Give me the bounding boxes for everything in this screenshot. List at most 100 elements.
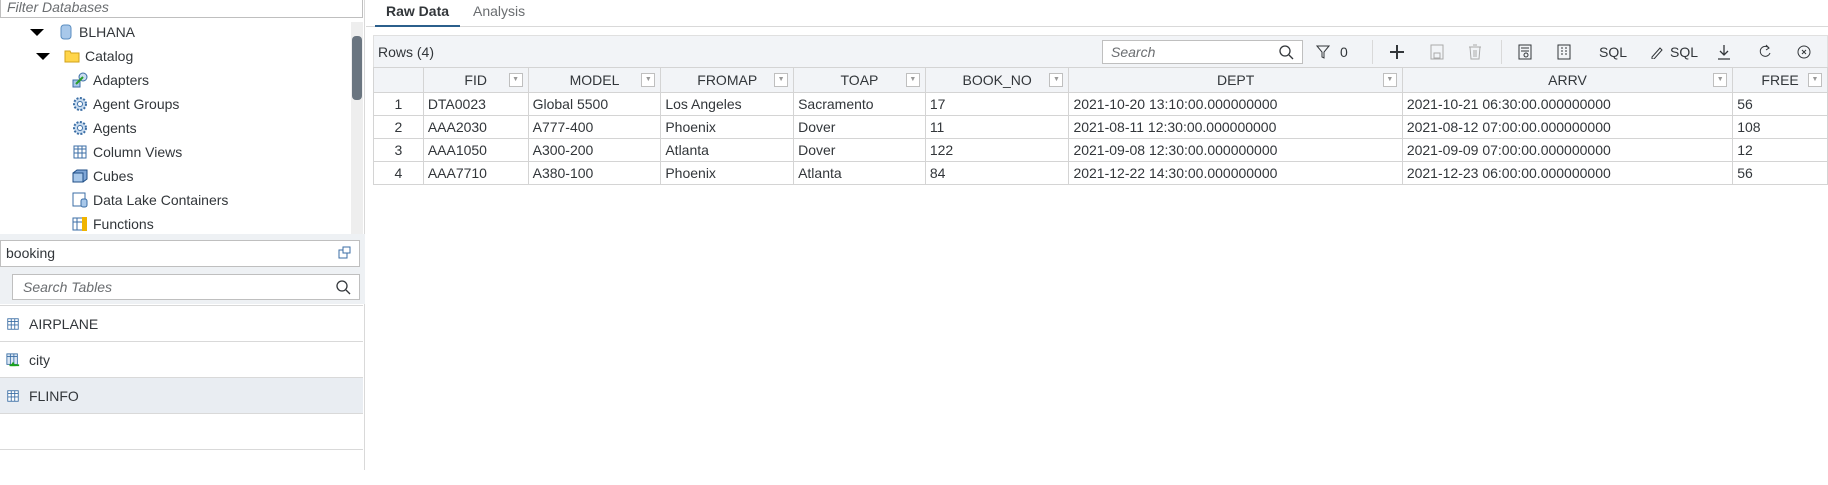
search-icon[interactable]	[1279, 45, 1294, 60]
column-filter-icon[interactable]: ▼	[905, 73, 920, 87]
table-row[interactable]: 3 AAA1050 A300-200 Atlanta Dover 122 2021-09-0…	[373, 138, 1828, 162]
cell-book-no[interactable]: 122	[924, 138, 1070, 162]
cell-dept[interactable]: 2021-09-08 12:30:00.000000000	[1068, 138, 1403, 162]
schema-selector[interactable]: booking	[0, 240, 360, 267]
cell-arrv[interactable]: 2021-10-21 06:30:00.000000000	[1401, 92, 1734, 116]
expand-arrow-icon[interactable]	[36, 52, 50, 60]
cell-model[interactable]: A777-400	[527, 115, 662, 139]
cell-arrv[interactable]: 2021-12-23 06:00:00.000000000	[1401, 161, 1734, 185]
edit-sql-button[interactable]: SQL	[1650, 41, 1698, 63]
search-icon[interactable]	[336, 280, 351, 295]
table-row[interactable]: 4 AAA7710 A380-100 Phoenix Atlanta 84 2021-12-…	[373, 161, 1828, 185]
column-filter-icon[interactable]: ▼	[508, 73, 523, 87]
tree-node-adapters[interactable]: Adapters	[72, 68, 149, 92]
cell-book-no[interactable]: 11	[924, 115, 1070, 139]
tree-scrollbar[interactable]	[351, 22, 363, 234]
cell-dept[interactable]: 2021-12-22 14:30:00.000000000	[1068, 161, 1403, 185]
filter-databases-input[interactable]: Filter Databases	[0, 0, 363, 18]
gear-icon	[73, 121, 87, 135]
column-settings-button[interactable]	[1557, 41, 1571, 63]
column-filter-icon[interactable]: ▼	[1382, 73, 1397, 87]
column-header-free[interactable]: FREE ▼	[1732, 67, 1828, 93]
cell-toap[interactable]: Dover	[793, 115, 926, 139]
tree-node-blhana[interactable]: BLHANA	[30, 22, 135, 44]
cell-toap[interactable]: Dover	[793, 138, 926, 162]
preview-button[interactable]	[1518, 41, 1532, 63]
open-dialog-icon[interactable]	[338, 246, 351, 259]
cell-arrv[interactable]: 2021-09-09 07:00:00.000000000	[1401, 138, 1734, 162]
tree-node-catalog[interactable]: Catalog	[36, 44, 133, 68]
column-header-fromap[interactable]: FROMAP ▼	[660, 67, 795, 93]
cell-fromap[interactable]: Phoenix	[660, 161, 795, 185]
add-row-button[interactable]	[1389, 41, 1405, 63]
tree-node-agent-groups[interactable]: Agent Groups	[72, 92, 179, 116]
table-row[interactable]: 1 DTA0023 Global 5500 Los Angeles Sacramento…	[373, 92, 1828, 116]
column-header-dept[interactable]: DEPT ▼	[1068, 67, 1403, 93]
cell-fromap[interactable]: Atlanta	[660, 138, 795, 162]
cell-free[interactable]: 56	[1732, 161, 1828, 185]
tree-node-column-views[interactable]: Column Views	[72, 140, 182, 164]
row-number[interactable]: 4	[373, 161, 424, 185]
tree-label: Cubes	[93, 168, 134, 184]
cell-arrv[interactable]: 2021-08-12 07:00:00.000000000	[1401, 115, 1734, 139]
row-number[interactable]: 2	[373, 115, 424, 139]
cell-fid[interactable]: AAA1050	[422, 138, 529, 162]
cell-model[interactable]: Global 5500	[527, 92, 662, 116]
cell-fromap[interactable]: Phoenix	[660, 115, 795, 139]
cell-model[interactable]: A300-200	[527, 138, 662, 162]
row-number[interactable]: 1	[373, 92, 424, 116]
cell-toap[interactable]: Sacramento	[793, 92, 926, 116]
tree-node-cubes[interactable]: Cubes	[72, 164, 133, 188]
column-header-toap[interactable]: TOAP ▼	[793, 67, 926, 93]
table-list-item-airplane[interactable]: AIRPLANE	[0, 305, 363, 341]
cell-book-no[interactable]: 84	[924, 161, 1070, 185]
tree-node-functions[interactable]: Functions	[72, 212, 154, 234]
table-list-item-flinfo[interactable]: FLINFO	[0, 377, 363, 413]
sql-label: SQL	[1599, 44, 1628, 60]
cell-fid[interactable]: DTA0023	[422, 92, 529, 116]
cell-free[interactable]: 108	[1732, 115, 1828, 139]
tree-label: Data Lake Containers	[93, 192, 229, 208]
tab-raw-data[interactable]: Raw Data	[375, 0, 461, 27]
column-header-arrv[interactable]: ARRV ▼	[1401, 67, 1734, 93]
tree-node-agents[interactable]: Agents	[72, 116, 137, 140]
cell-dept[interactable]: 2021-08-11 12:30:00.000000000	[1068, 115, 1403, 139]
document-search-icon	[1518, 44, 1532, 60]
cell-book-no[interactable]: 17	[924, 92, 1070, 116]
save-button[interactable]	[1430, 41, 1444, 63]
column-filter-icon[interactable]: ▼	[774, 73, 789, 87]
column-header-fid[interactable]: FID ▼	[422, 67, 529, 93]
open-sql-button[interactable]: SQL	[1599, 41, 1627, 63]
filter-count: 0	[1340, 44, 1348, 60]
column-header-book-no[interactable]: BOOK_NO ▼	[924, 67, 1070, 93]
cell-dept[interactable]: 2021-10-20 13:10:00.000000000	[1068, 92, 1403, 116]
cell-free[interactable]: 56	[1732, 92, 1828, 116]
column-filter-icon[interactable]: ▼	[641, 73, 656, 87]
tree-node-data-lake-containers[interactable]: Data Lake Containers	[72, 188, 228, 212]
row-number[interactable]: 3	[373, 138, 424, 162]
column-header-model[interactable]: MODEL ▼	[527, 67, 662, 93]
tab-analysis[interactable]: Analysis	[473, 3, 526, 19]
column-filter-icon[interactable]: ▼	[1713, 73, 1728, 87]
refresh-button[interactable]	[1758, 41, 1772, 63]
table-row[interactable]: 2 AAA2030 A777-400 Phoenix Dover 11 2021-08-11…	[373, 115, 1828, 139]
column-filter-icon[interactable]: ▼	[1049, 73, 1064, 87]
scrollbar-thumb[interactable]	[352, 36, 362, 100]
cell-fid[interactable]: AAA7710	[422, 161, 529, 185]
folder-icon	[64, 50, 80, 63]
cell-free[interactable]: 12	[1732, 138, 1828, 162]
table-list-item-city[interactable]: city	[0, 341, 363, 377]
filter-button[interactable]: 0	[1316, 41, 1348, 63]
search-data-input[interactable]: Search	[1102, 40, 1303, 64]
cell-fid[interactable]: AAA2030	[422, 115, 529, 139]
download-button[interactable]	[1717, 41, 1731, 63]
search-tables-input[interactable]: Search Tables	[12, 274, 360, 300]
column-filter-icon[interactable]: ▼	[1808, 73, 1822, 87]
delete-button[interactable]	[1468, 41, 1482, 63]
cell-toap[interactable]: Atlanta	[793, 161, 926, 185]
cell-model[interactable]: A380-100	[527, 161, 662, 185]
expand-arrow-icon[interactable]	[30, 28, 44, 36]
table-name: AIRPLANE	[29, 315, 99, 332]
cancel-query-button[interactable]	[1796, 41, 1812, 63]
cell-fromap[interactable]: Los Angeles	[660, 92, 795, 116]
